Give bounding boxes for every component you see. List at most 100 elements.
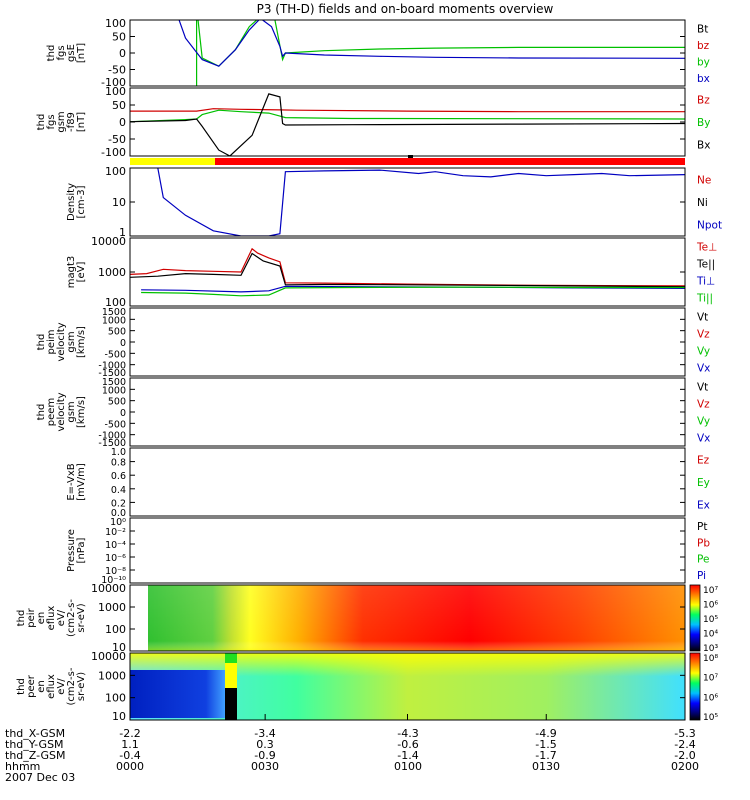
legend-entry: Vy [697,346,710,358]
y-tick-label: 10000 [91,582,126,595]
x-value: -2.0 [674,749,695,762]
y-tick-label: 10⁻⁶ [105,553,126,564]
x-value: -1.4 [397,749,418,762]
y-axis-label: -f89 [66,112,77,132]
legend-entry: Ne [697,174,711,186]
y-axis-label: Density [66,183,77,221]
y-tick-label: 1500 [102,377,126,388]
x-axis-table: thd_X-GSM thd_Y-GSM thd_Z-GSM hhmm 2007 … [5,727,699,784]
x-value: 0130 [532,760,560,773]
legend-entry: Ey [697,477,710,489]
y-tick-label: -100 [101,146,126,159]
y-axis-label: velocity [56,322,67,361]
electron-colorbar [689,652,701,721]
x-value: 1.1 [121,738,139,751]
y-tick-label: -1000 [98,431,126,442]
x-value: 0030 [251,760,279,773]
y-tick-label: -1000 [98,361,126,372]
panel-frame [129,517,686,584]
legend-entry: Vz [697,399,710,411]
legend-entry: Vy [697,416,710,428]
y-axis-label: eflux [46,674,57,699]
y-axis-label: peim [46,329,57,354]
panel-frame [129,87,686,157]
legend-entry: Pt [697,521,707,533]
x-value: -2.2 [119,727,140,740]
legend-entry: Pb [697,537,710,549]
legend-entry: Pe [697,554,709,566]
x-value: -0.9 [254,749,275,762]
legend-entry: Vt [697,382,708,394]
y-tick-label: 100 [105,692,126,705]
y-tick-label: 10000 [91,235,126,248]
y-tick-label: 1000 [98,669,126,682]
y-tick-label: 10000 [91,650,126,663]
y-tick-label: 10 [112,710,126,723]
series-line-blue [178,20,685,67]
panel-frame [129,307,686,377]
legend-entry: Vx [697,363,710,375]
y-tick-label: 1500 [102,307,126,318]
colorbar-tick-label: 10⁸ [703,654,718,664]
panel-efield: 1.00.8 0.6 0.4 0.20.0 E=-VxB [mV/m] Ez Ey Ex [66,447,710,519]
panel-frame [129,584,686,652]
figure-title: P3 (TH-D) fields and on-board moments ov… [257,2,554,16]
legend-entry: Ni [697,197,708,209]
legend-entry: Ti|| [696,293,713,305]
y-axis-label: E=-VxB [66,463,77,500]
series-line-green [196,20,685,86]
x-value: -4.9 [535,727,556,740]
y-tick-label: 100 [105,296,126,309]
x-row-label: thd_Y-GSM [5,738,64,751]
y-tick-label: 10⁻⁸ [105,566,126,577]
y-tick-label: 10⁰ [110,517,126,528]
x-value: -0.6 [397,738,418,751]
y-tick-label: 1 [119,226,126,239]
x-value: -5.3 [674,727,695,740]
x-value: -1.7 [535,749,556,762]
y-tick-label: 1000 [102,385,126,396]
y-tick-label: 100 [105,85,126,98]
panel-density: 100 10 1 Density [cm-3] Ne Ni Npot [66,165,722,239]
y-tick-label: 500 [108,327,126,338]
x-value: -4.3 [397,727,418,740]
series-line-green [141,286,685,297]
y-axis-label: [nT] [76,43,87,63]
x-row-label: hhmm [5,760,40,773]
x-row-label: thd_X-GSM [5,727,65,740]
y-axis-label: [mV/m] [76,463,87,501]
y-tick-label: 10 [112,196,126,209]
x-value: 0.3 [256,738,274,751]
legend-entry: bx [697,73,710,85]
colorbar-tick-label: 10⁵ [703,713,718,723]
y-axis-label: [eV] [76,262,87,283]
legend-entry: Te|| [696,259,715,271]
panel-frame [129,237,686,307]
legend-entry: Pi [697,570,706,582]
panel-temperature: 10000 1000 100 magt3 [eV] Te⊥ Te|| Ti⊥ Ti|| [66,235,717,309]
y-tick-label: 0 [120,408,126,419]
y-axis-label: thd [46,45,57,62]
y-tick-label: 0.4 [111,485,126,496]
panel-frame [129,19,686,87]
y-tick-label: 1000 [102,315,126,326]
legend-entry: Ez [697,454,710,466]
y-axis-label: eV/ [56,678,67,695]
y-axis-label: [nT] [76,112,87,132]
y-axis-label: peer [26,674,37,698]
y-tick-label: 10 [112,641,126,654]
y-axis-label: en [36,612,47,625]
y-axis-label: [km/s] [76,396,87,428]
y-axis-label: (cm2-s- [66,667,77,705]
y-tick-label: 100 [105,165,126,178]
panel-frame [129,377,686,447]
legend-entry: Vt [697,312,708,324]
colorbar-tick-label: 10⁷ [703,674,718,684]
y-axis-label: fgs [56,45,67,60]
y-tick-label: 0 [119,116,126,129]
y-tick-label: 1.0 [111,447,126,458]
ion-spectrogram [130,585,685,651]
